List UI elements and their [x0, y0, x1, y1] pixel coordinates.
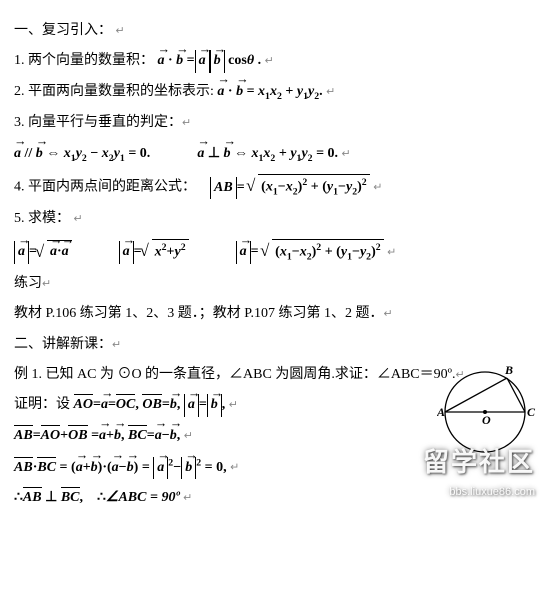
p4-label: 4. 平面内两点间的距离公式：	[14, 180, 196, 195]
point2: 2. 平面两向量数量积的坐标表示: a · b = x1x2 + y1y2. ↵	[14, 81, 529, 104]
practice-label: 练习↵	[14, 273, 529, 295]
proof-line3: AB·BC = (a+b)·(a−b) = a2−b2 = 0, ↵	[14, 455, 529, 479]
proof-line4: ∴AB ⊥ BC, ∴∠ABC = 90º ↵	[14, 487, 529, 509]
point5-formulas: a=a·a a=x2+y2 a= (x1−x2)2 + (y1−y2)2 ↵	[14, 239, 529, 265]
point1: 1. 两个向量的数量积： a · b =ab cosθ . ↵	[14, 50, 529, 72]
point5-label: 5. 求模： ↵	[14, 208, 529, 230]
p1-label: 1. 两个向量的数量积：	[14, 53, 154, 68]
p2-label: 2. 平面两向量数量积的坐标表示:	[14, 84, 214, 99]
section1-title: 一、复习引入： ↵	[14, 20, 529, 42]
example1: 例 1. 已知 AC 为 ⊙O 的一条直径，∠ABC 为圆周角.求证：∠ABC＝…	[14, 364, 529, 386]
point3-label: 3. 向量平行与垂直的判定：↵	[14, 112, 529, 134]
point4: 4. 平面内两点间的距离公式： AB= (x1−x2)2 + (y1−y2)2 …	[14, 174, 529, 200]
practice-text: 教材 P.106 练习第 1、2、3 题．；教材 P.107 练习第 1、2 题…	[14, 303, 529, 325]
point3-formulas: a // b ⇔ x1y2 − x2y1 = 0. a ⊥ b ⇔ x1x2 +…	[14, 143, 529, 166]
section2-title: 二、讲解新课：↵	[14, 334, 529, 356]
proof-line2: AB=AO+OB =a+b, BC=a−b, ↵	[14, 425, 529, 447]
proof-line1: 证明：设 AO=a=OC, OB=b, a=b, ↵	[14, 394, 529, 416]
